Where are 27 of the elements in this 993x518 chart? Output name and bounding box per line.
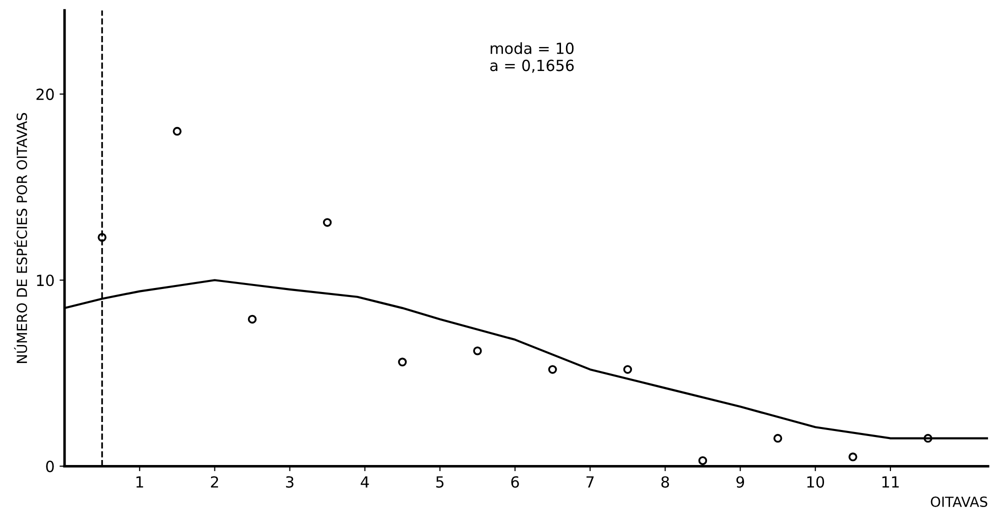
x-tick-label: 8 [661,476,670,488]
point [773,434,782,443]
x-tick-label: 4 [360,476,369,488]
x-tick-label: 3 [286,476,294,488]
point [398,358,407,366]
point [248,314,257,324]
point [848,452,858,462]
annotation: moda = 10 a = 0,1656 [490,42,574,73]
y-tick-label: 20 [36,88,54,100]
x-tick-label: 6 [511,476,519,488]
point [473,346,482,356]
y-tick-label: 0 [46,460,54,472]
x-tick-label: 11 [882,476,899,488]
point [172,126,182,136]
x-tick-label: 10 [807,476,824,488]
point [698,456,708,465]
point [623,365,632,374]
x-axis-title: OITAVAS [930,496,988,508]
x-tick-label: 1 [136,476,144,488]
x-tick-label: 5 [436,476,444,488]
x-tick-label: 7 [586,476,594,488]
point [548,365,557,374]
point [322,218,332,227]
y-axis-title: NÚMERO DE ESPÉCIES POR OITAVAS [14,113,28,363]
x-tick-label: 9 [736,476,744,488]
x-tick-label: 2 [210,476,218,488]
y-tick-label: 10 [37,274,54,286]
